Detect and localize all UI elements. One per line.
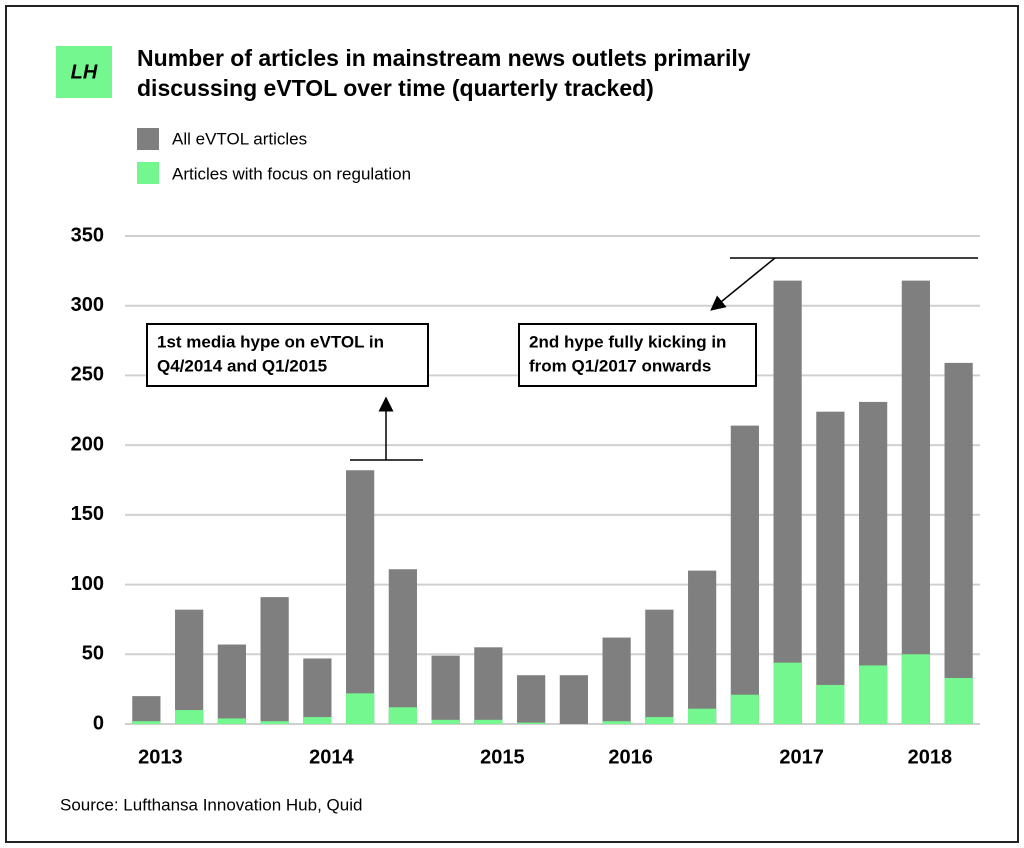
bar [816, 684, 845, 724]
bar [175, 609, 204, 724]
bar [944, 677, 973, 724]
bar [217, 644, 246, 724]
bar [260, 597, 289, 724]
source: Source: Lufthansa Innovation Hub, Quid [60, 795, 362, 814]
bar [303, 717, 332, 724]
bar [431, 655, 460, 724]
bar [260, 721, 289, 724]
y-tick-label: 0 [93, 712, 104, 734]
bar [132, 721, 161, 724]
x-tick-label: 2016 [608, 746, 653, 768]
bar [431, 719, 460, 724]
frame [5, 5, 1019, 843]
y-tick-label: 200 [71, 433, 104, 455]
chart-title: discussing eVTOL over time (quarterly tr… [137, 75, 654, 101]
bar [730, 425, 759, 724]
x-tick-label: 2018 [908, 746, 953, 768]
bar [688, 570, 717, 724]
bar [901, 654, 930, 724]
annotation-text: Q4/2014 and Q1/2015 [157, 356, 327, 375]
y-tick-label: 250 [71, 364, 104, 386]
bar [859, 665, 888, 724]
bar [346, 693, 375, 724]
bar [517, 675, 546, 724]
x-tick-label: 2014 [309, 746, 354, 768]
y-tick-label: 350 [71, 224, 104, 246]
bar [474, 647, 503, 724]
bar [217, 718, 246, 724]
plot: 0 50 100 150 200 250 300 350 2013 2014 2015 2016 201… [71, 224, 980, 768]
bar [303, 658, 332, 724]
annotation-box [146, 323, 429, 387]
y-tick-label: 150 [71, 503, 104, 525]
annotation-box [518, 323, 757, 387]
bar [645, 717, 674, 724]
bar [346, 470, 375, 724]
x-tick-label: 2013 [138, 746, 183, 768]
legend-label: All eVTOL articles [172, 129, 307, 148]
legend-swatch [137, 128, 159, 150]
bar [517, 722, 546, 724]
bar [132, 696, 161, 724]
logo: LH [71, 61, 98, 83]
bar [559, 675, 588, 724]
y-tick-label: 100 [71, 573, 104, 595]
x-tick-label: 2015 [480, 746, 525, 768]
bar [602, 721, 631, 724]
bar [944, 362, 973, 724]
bar [773, 280, 802, 724]
bar [645, 609, 674, 724]
x-tick-label: 2017 [779, 746, 824, 768]
annotation-text: from Q1/2017 onwards [529, 356, 711, 375]
annotation-arrow [710, 257, 776, 311]
bar [474, 719, 503, 724]
bar [730, 694, 759, 724]
annotation-text: 2nd hype fully kicking in [529, 332, 726, 351]
bar [901, 280, 930, 724]
legend-label: Articles with focus on regulation [172, 164, 411, 183]
legend-swatch [137, 162, 159, 184]
bar [175, 710, 204, 724]
bar [602, 637, 631, 724]
bar [388, 569, 417, 724]
bar [688, 708, 717, 724]
annotation-text: 1st media hype on eVTOL in [157, 332, 384, 351]
logo-box [56, 46, 112, 98]
y-tick-label: 50 [82, 643, 104, 665]
y-tick-label: 300 [71, 294, 104, 316]
bar [816, 411, 845, 724]
chart-title: Number of articles in mainstream news ou… [137, 45, 751, 71]
bar [773, 662, 802, 724]
bar [388, 707, 417, 724]
